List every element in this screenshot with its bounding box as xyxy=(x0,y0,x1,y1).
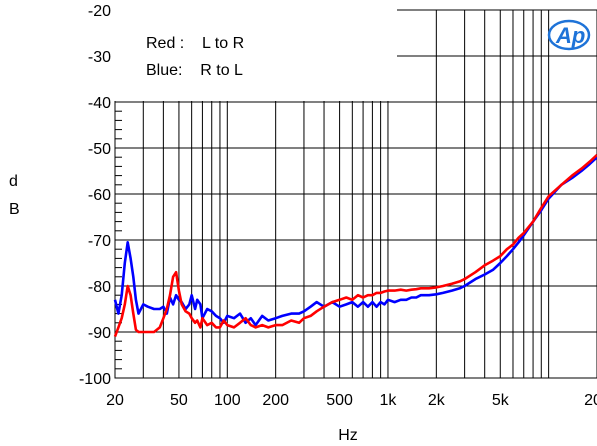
x-tick-label: 500 xyxy=(326,392,353,409)
x-tick-label: 1k xyxy=(380,392,398,409)
y-axis-label-line1: d xyxy=(9,173,18,190)
ap-logo-text: Ap xyxy=(555,23,585,48)
x-tick-label: 100 xyxy=(214,392,241,409)
legend-entry-blue: Blue: R to L xyxy=(146,62,243,79)
x-tick-label: 2k xyxy=(428,392,446,409)
x-tick-label: 50 xyxy=(170,392,188,409)
y-tick-label: -70 xyxy=(88,233,111,250)
x-tick-label: 5k xyxy=(492,392,510,409)
x-tick-label: 20k xyxy=(584,392,597,409)
x-axis-label: Hz xyxy=(338,427,358,444)
y-tick-label: -100 xyxy=(79,371,111,388)
series-line-red-l-to-r xyxy=(113,153,597,338)
y-tick-label: -40 xyxy=(88,95,111,112)
y-tick-label: -50 xyxy=(88,141,111,158)
y-tick-labels: -100 -90 -80 -70 -60 -50 -40 -30 -20 xyxy=(79,3,111,388)
y-tick-label: -80 xyxy=(88,279,111,296)
y-tick-label: -20 xyxy=(88,3,111,20)
ap-logo-ellipse xyxy=(547,19,591,51)
series-line-blue-r-to-l xyxy=(113,156,597,327)
legend-background xyxy=(112,9,397,101)
legend: Red : L to R Blue: R to L xyxy=(112,9,397,101)
x-tick-label: 200 xyxy=(262,392,289,409)
y-axis-label-line2: B xyxy=(9,201,20,218)
x-tick-labels: 20 50 100 200 500 1k 2k 5k 20k xyxy=(106,392,597,409)
y-tick-label: -90 xyxy=(88,325,111,342)
series-layer xyxy=(113,153,597,338)
y-tick-label: -30 xyxy=(88,49,111,66)
x-tick-label: 20 xyxy=(106,392,124,409)
y-tick-label: -60 xyxy=(88,187,111,204)
ap-logo: Ap xyxy=(547,19,591,51)
legend-entry-red: Red : L to R xyxy=(146,35,244,52)
